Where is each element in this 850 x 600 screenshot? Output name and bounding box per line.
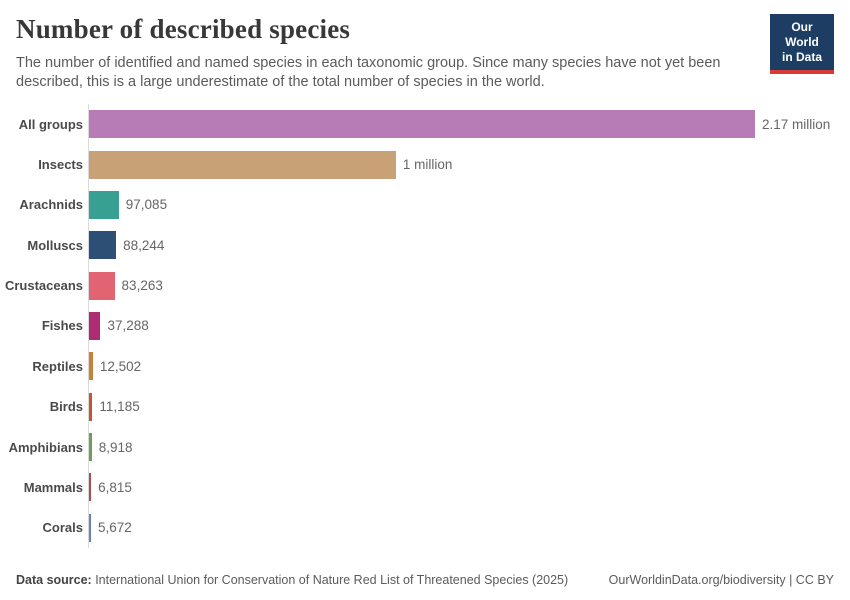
data-source-note: Data source: International Union for Con… bbox=[16, 573, 568, 587]
chart-row: Crustaceans 83,263 bbox=[0, 265, 850, 306]
row-label: Molluscs bbox=[27, 237, 83, 253]
row-label: Corals bbox=[42, 520, 83, 536]
bar-value-label: 97,085 bbox=[125, 197, 168, 213]
bar bbox=[89, 352, 93, 381]
bar-value-label: 88,244 bbox=[123, 237, 165, 253]
bar bbox=[89, 473, 92, 502]
bar-chart: All groups 2.17 million Insects 1 millio… bbox=[0, 104, 850, 548]
bar-track: 88,244 bbox=[88, 225, 850, 266]
owid-logo-line2: in Data bbox=[781, 50, 822, 64]
chart-row: Insects 1 million bbox=[0, 144, 850, 185]
bar-track: 97,085 bbox=[88, 184, 850, 226]
row-label: Reptiles bbox=[32, 358, 83, 374]
bar-track: 2.17 million bbox=[88, 104, 850, 145]
bar-value-label: 37,288 bbox=[107, 318, 149, 334]
bar-value-label: 5,672 bbox=[98, 520, 132, 536]
page-title: Number of described species bbox=[16, 14, 351, 44]
bar bbox=[89, 513, 91, 542]
chart-row: Arachnids 97,085 bbox=[0, 184, 850, 226]
row-label: Amphibians bbox=[8, 439, 83, 455]
chart-row: Corals 5,672 bbox=[0, 507, 850, 548]
bar-track: 37,288 bbox=[88, 305, 850, 347]
bar-track: 8,918 bbox=[88, 426, 850, 468]
bar-track: 6,815 bbox=[88, 467, 850, 508]
chart-row: Mammals 6,815 bbox=[0, 467, 850, 508]
chart-row: Amphibians 8,918 bbox=[0, 426, 850, 468]
row-label: Birds bbox=[49, 399, 83, 415]
bar-track: 5,672 bbox=[88, 507, 850, 548]
chart-header: Number of described species The number o… bbox=[16, 14, 834, 91]
bar bbox=[89, 231, 117, 260]
data-source-text: International Union for Conservation of … bbox=[91, 573, 569, 587]
row-label: Crustaceans bbox=[4, 278, 83, 294]
owid-logo-line1: Our World bbox=[785, 20, 819, 49]
row-label: Arachnids bbox=[19, 197, 83, 213]
bar-value-label: 83,263 bbox=[121, 278, 163, 294]
bar bbox=[89, 433, 92, 462]
bar bbox=[89, 271, 115, 300]
bar bbox=[89, 392, 93, 421]
row-label: Fishes bbox=[41, 318, 83, 334]
bar-track: 12,502 bbox=[88, 346, 850, 387]
chart-row: All groups 2.17 million bbox=[0, 104, 850, 145]
bar-value-label: 2.17 million bbox=[762, 116, 831, 132]
bars-area: All groups 2.17 million Insects 1 millio… bbox=[0, 104, 850, 548]
chart-footer: Data source: International Union for Con… bbox=[16, 573, 834, 587]
bar-track: 83,263 bbox=[88, 265, 850, 306]
bar bbox=[89, 110, 755, 139]
bar-track: 1 million bbox=[88, 144, 850, 185]
owid-logo-stripe bbox=[770, 70, 834, 74]
owid-logo: Our World in Data bbox=[770, 14, 834, 74]
bar bbox=[89, 311, 101, 340]
chart-row: Birds 11,185 bbox=[0, 386, 850, 427]
chart-subtitle: The number of identified and named speci… bbox=[16, 55, 721, 90]
bar bbox=[89, 150, 396, 179]
chart-row: Reptiles 12,502 bbox=[0, 346, 850, 387]
row-label: All groups bbox=[18, 116, 83, 132]
bar-value-label: 12,502 bbox=[99, 358, 142, 374]
bar-value-label: 11,185 bbox=[99, 399, 140, 415]
chart-row: Fishes 37,288 bbox=[0, 305, 850, 347]
chart-row: Molluscs 88,244 bbox=[0, 225, 850, 266]
bar-value-label: 6,815 bbox=[98, 479, 132, 495]
bar bbox=[89, 190, 119, 219]
owid-logo-box: Our World in Data bbox=[770, 14, 834, 70]
data-source-label: Data source: bbox=[16, 573, 92, 587]
row-label: Insects bbox=[38, 157, 83, 173]
owid-url-link[interactable]: OurWorldinData.org/biodiversity | CC BY bbox=[608, 573, 834, 587]
row-label: Mammals bbox=[23, 479, 83, 495]
bar-value-label: 8,918 bbox=[98, 439, 133, 455]
bar-track: 11,185 bbox=[88, 386, 850, 427]
bar-value-label: 1 million bbox=[402, 157, 453, 173]
